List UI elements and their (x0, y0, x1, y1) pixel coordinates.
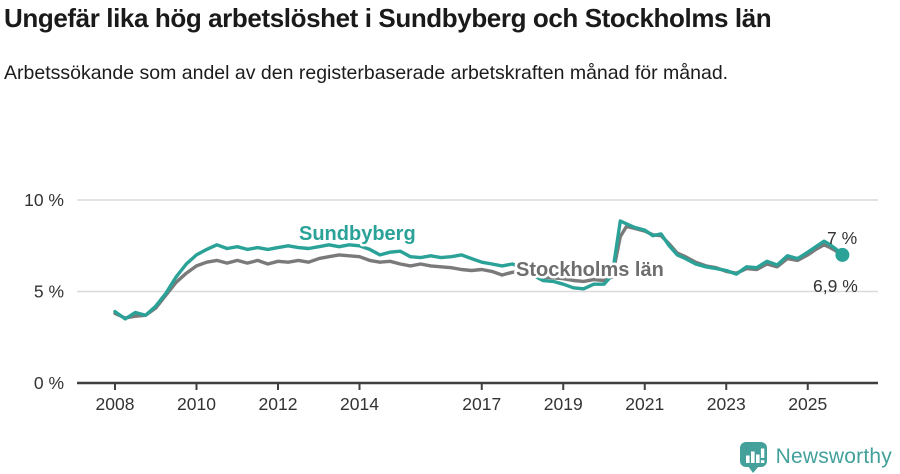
x-tick-label-2008: 2008 (96, 394, 135, 414)
line-chart: 2008 2010 2012 2014 2017 2019 2021 2023 2025 0 % 5… (0, 180, 900, 430)
x-tick-label-2025: 2025 (788, 394, 827, 414)
x-tick-label-2019: 2019 (544, 394, 583, 414)
series-line-sundbyberg (113, 219, 845, 321)
line-chart-canvas: 2008 2010 2012 2014 2017 2019 2021 2023 2025 0 % 5… (24, 190, 878, 414)
chart-subtitle: Arbetssökande som andel av den registerb… (4, 62, 729, 84)
x-tick-label-2010: 2010 (177, 394, 216, 414)
x-tick-label-2012: 2012 (259, 394, 298, 414)
x-tick-label-2017: 2017 (462, 394, 501, 414)
y-tick-label-0: 0 % (34, 373, 64, 393)
end-value-label-stockholms-l-n: 6,9 % (813, 276, 858, 296)
brand-footer: Newsworthy (738, 441, 892, 473)
x-tick-label-2014: 2014 (340, 394, 379, 414)
y-tick-label-10: 10 % (24, 190, 64, 210)
brand-name: Newsworthy (775, 445, 892, 468)
x-tick-label-2021: 2021 (625, 394, 664, 414)
newsworthy-logo-icon (739, 442, 767, 473)
series-inline-label-sundbyberg: Sundbyberg (299, 223, 416, 245)
series-inline-label-stockholms-l-n: Stockholms län (516, 259, 664, 281)
chart-title: Ungefär lika hög arbetslöshet i Sundbybe… (4, 3, 772, 33)
end-point-dot (835, 247, 850, 262)
x-tick-label-2023: 2023 (707, 394, 746, 414)
end-value-label-sundbyberg: 7 % (827, 228, 857, 248)
chart-header: Ungefär lika hög arbetslöshet i Sundbybe… (4, 2, 896, 87)
y-tick-label-5: 5 % (34, 282, 64, 302)
